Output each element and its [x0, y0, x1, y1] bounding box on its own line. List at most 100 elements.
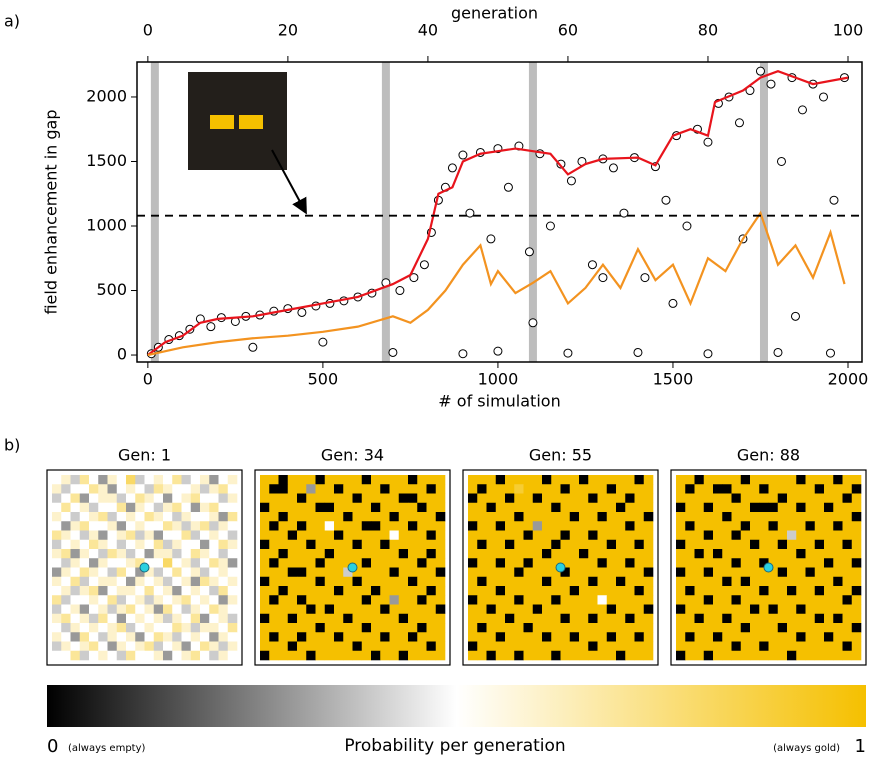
- heat-cell: [468, 530, 478, 541]
- y-tick-label: 2000: [86, 86, 127, 105]
- heat-cell: [426, 623, 437, 633]
- heat-cell: [833, 502, 843, 513]
- heat-cell: [98, 530, 108, 541]
- colorbar-max-note: (always gold): [773, 743, 840, 754]
- heat-cell: [190, 512, 201, 522]
- heat-cell: [606, 613, 617, 624]
- heat-cell: [209, 576, 219, 587]
- heat-cell: [616, 484, 626, 494]
- heat-cell: [685, 576, 695, 587]
- heat-cell: [625, 493, 635, 504]
- heat-cell: [851, 632, 862, 642]
- heat-cell: [768, 613, 779, 624]
- heat-cell: [542, 576, 552, 587]
- heat-cell: [787, 549, 797, 559]
- heat-cell: [787, 484, 797, 494]
- heat-cell: [380, 558, 390, 568]
- heat-cell: [814, 641, 825, 652]
- heat-cell: [209, 521, 219, 531]
- heat-cell: [805, 586, 816, 596]
- heat-cell: [514, 595, 524, 605]
- heat-cell: [361, 530, 372, 541]
- heat-cell: [616, 623, 626, 633]
- heat-cell: [79, 595, 90, 605]
- heat-cell: [306, 650, 316, 661]
- heat-cell: [505, 595, 515, 605]
- heat-cell: [768, 521, 779, 531]
- panel-label: a): [4, 12, 20, 31]
- heat-cell: [750, 530, 760, 541]
- heat-cell: [468, 604, 478, 615]
- heat-cell: [824, 512, 834, 522]
- highlight-band: [150, 62, 159, 362]
- heat-cell: [190, 539, 201, 550]
- heat-cell: [287, 539, 298, 550]
- heat-cell: [569, 641, 580, 652]
- heat-cell: [408, 558, 418, 568]
- heat-cell: [787, 512, 797, 522]
- heat-cell: [824, 493, 834, 504]
- heat-cell: [713, 484, 723, 494]
- heat-cell: [371, 493, 381, 504]
- heat-cell: [759, 604, 769, 615]
- heat-cell: [777, 539, 788, 550]
- heat-cell: [153, 539, 164, 550]
- heat-cell: [135, 632, 145, 642]
- heat-cell: [643, 613, 654, 624]
- colorbar-label: Probability per generation: [344, 736, 565, 756]
- heat-cell: [135, 558, 145, 568]
- heat-cell: [685, 604, 695, 615]
- heat-cell: [551, 475, 561, 485]
- heat-cell: [98, 623, 108, 633]
- heat-cell: [625, 576, 635, 587]
- heat-cell: [181, 586, 192, 596]
- heat-cell: [634, 623, 645, 633]
- heat-cell: [616, 512, 626, 522]
- heat-cell: [278, 493, 289, 504]
- heat-cell: [371, 650, 381, 661]
- heat-cell: [731, 586, 742, 596]
- heat-cell: [606, 632, 617, 642]
- heat-cell: [172, 632, 182, 642]
- x2-tick-label: 60: [558, 21, 578, 40]
- heat-cell: [227, 475, 238, 485]
- heat-cell: [98, 475, 108, 485]
- heat-cell: [278, 586, 289, 596]
- heat-cell: [306, 586, 316, 596]
- heat-cell: [315, 475, 326, 485]
- heat-cell: [750, 502, 760, 513]
- heat-cell: [278, 632, 289, 642]
- heat-cell: [676, 484, 686, 494]
- heat-cell: [126, 493, 136, 504]
- heat-cell: [70, 558, 81, 568]
- heat-cell: [135, 623, 145, 633]
- heat-cell: [685, 530, 695, 541]
- heat-cell: [833, 512, 843, 522]
- heat-cell: [190, 484, 201, 494]
- heat-cell: [218, 613, 229, 624]
- heat-cell: [569, 632, 580, 642]
- heat-cell: [713, 641, 723, 652]
- heat-cell: [685, 641, 695, 652]
- heat-cell: [334, 512, 344, 522]
- heat-cell: [200, 586, 210, 596]
- heat-cell: [569, 549, 580, 559]
- heat-cell: [560, 549, 571, 559]
- heat-cell: [135, 512, 145, 522]
- heat-cell: [144, 623, 155, 633]
- heat-cell: [606, 521, 617, 531]
- heat-cell: [616, 604, 626, 615]
- heat-cell: [218, 493, 229, 504]
- heat-cell: [334, 641, 344, 652]
- heat-cell: [380, 613, 390, 624]
- heat-cell: [523, 475, 534, 485]
- heat-cell: [722, 567, 732, 578]
- heat-cell: [287, 595, 298, 605]
- heat-cell: [740, 502, 751, 513]
- heat-cell: [135, 567, 145, 578]
- heat-cell: [505, 567, 515, 578]
- heat-cell: [551, 632, 561, 642]
- heat-cell: [750, 484, 760, 494]
- heat-cell: [297, 604, 307, 615]
- heat-cell: [417, 604, 427, 615]
